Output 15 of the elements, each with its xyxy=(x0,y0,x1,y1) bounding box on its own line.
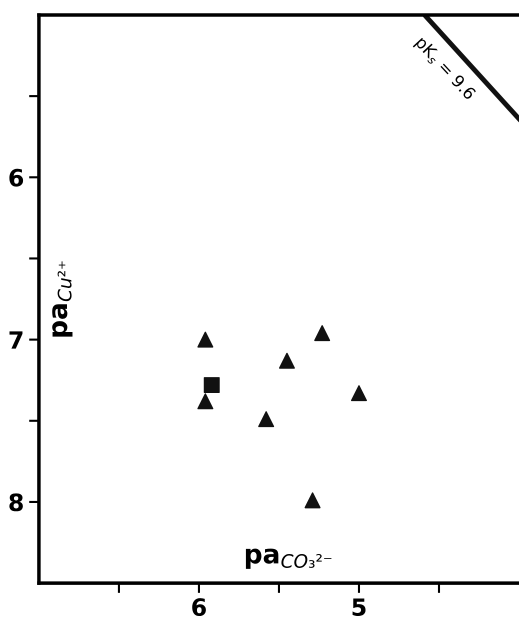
point xyxy=(314,325,330,342)
y-axis-title: pa$_{Cu²⁺}$ xyxy=(52,261,72,337)
y-tick-label: 7 xyxy=(9,331,22,349)
point xyxy=(350,385,367,402)
y-tick-label: 8 xyxy=(9,493,23,512)
point xyxy=(204,377,220,394)
point xyxy=(197,332,214,348)
x-axis-title: pa$_{CO₃²⁻}$ xyxy=(246,548,332,569)
point xyxy=(258,411,274,428)
annotation: pK$_{s}$ = 9.6 xyxy=(412,36,477,103)
point xyxy=(197,393,214,410)
y-tick-label: 6 xyxy=(9,168,24,187)
x-tick-label: 5 xyxy=(352,598,366,616)
point xyxy=(278,352,295,369)
point xyxy=(304,492,321,508)
